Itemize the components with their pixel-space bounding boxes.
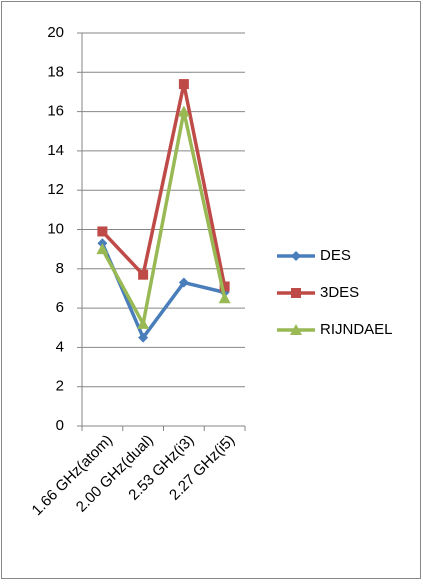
marker xyxy=(96,243,109,255)
y-tick-label: 10 xyxy=(47,220,64,237)
series-line xyxy=(101,82,227,287)
legend-label: 3DES xyxy=(320,284,359,301)
y-tick-label: 2 xyxy=(56,378,64,395)
marker xyxy=(178,277,189,288)
legend-marker xyxy=(291,251,301,261)
y-tick-label: 14 xyxy=(47,142,64,159)
marker xyxy=(177,105,190,117)
y-tick-label: 16 xyxy=(47,103,64,120)
legend-marker xyxy=(291,288,301,298)
marker xyxy=(218,292,231,304)
legend-marker xyxy=(290,324,302,335)
y-tick-label: 0 xyxy=(56,417,64,434)
marker xyxy=(178,79,189,90)
marker xyxy=(137,317,150,329)
marker xyxy=(219,281,230,292)
y-tick-label: 18 xyxy=(47,63,64,80)
legend-label: RIJNDAEL xyxy=(320,321,393,338)
y-tick-label: 8 xyxy=(56,260,64,277)
series-line xyxy=(100,109,227,326)
y-tick-label: 12 xyxy=(47,181,64,198)
legend-label: DES xyxy=(320,247,351,264)
y-tick-label: 6 xyxy=(56,299,64,316)
series-line xyxy=(100,242,226,340)
marker xyxy=(138,269,149,280)
y-tick-label: 4 xyxy=(56,338,64,355)
y-tick-label: 20 xyxy=(47,24,64,41)
marker xyxy=(138,332,149,343)
marker xyxy=(97,226,108,237)
